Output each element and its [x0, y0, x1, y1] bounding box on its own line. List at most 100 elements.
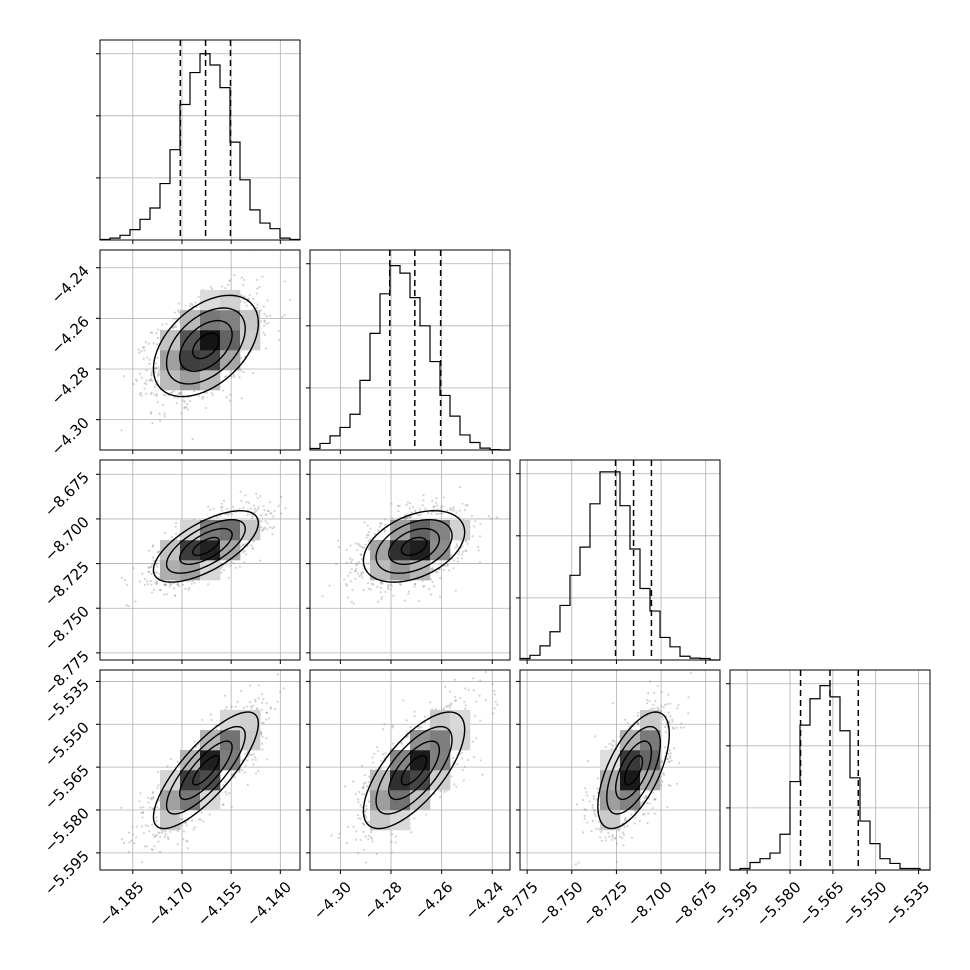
scatter-point — [358, 544, 361, 547]
scatter-point — [244, 543, 247, 546]
density-cell — [180, 560, 201, 581]
scatter-point — [223, 375, 227, 379]
scatter-point — [450, 775, 453, 778]
scatter-point — [239, 356, 243, 359]
scatter-point — [586, 794, 589, 797]
scatter-point — [157, 366, 160, 369]
scatter-point — [669, 784, 672, 787]
scatter-point — [146, 824, 149, 827]
contour-line — [178, 319, 233, 372]
scatter-point — [139, 391, 142, 395]
scatter-point — [423, 584, 426, 588]
scatter-point — [229, 370, 232, 373]
scatter-point — [120, 838, 124, 841]
scatter-point — [266, 299, 269, 302]
scatter-point — [255, 492, 258, 495]
scatter-point — [265, 711, 269, 714]
scatter-point — [460, 557, 463, 560]
scatter-point — [592, 797, 596, 800]
scatter-point — [222, 803, 225, 806]
scatter-point — [148, 379, 151, 382]
scatter-point — [461, 768, 465, 772]
scatter-point — [267, 322, 270, 325]
scatter-point — [255, 278, 258, 281]
scatter-point — [370, 837, 373, 840]
scatter-point — [155, 392, 158, 396]
scatter-point — [181, 817, 184, 821]
scatter-point — [459, 485, 462, 489]
scatter-point — [409, 726, 412, 729]
contour-line — [388, 527, 441, 565]
scatter-point — [188, 579, 191, 583]
scatter-point — [208, 813, 211, 816]
scatter-point — [642, 799, 645, 803]
contour-line — [178, 527, 233, 565]
scatter-point — [158, 572, 161, 576]
scatter-point — [169, 757, 172, 761]
scatter-point — [146, 583, 150, 586]
scatter-point — [143, 387, 146, 390]
scatter-point — [678, 762, 681, 765]
scatter-point — [345, 841, 348, 845]
scatter-point — [163, 835, 166, 839]
scatter-point — [613, 740, 616, 743]
scatter-point — [581, 831, 585, 834]
scatter-point — [669, 702, 672, 705]
scatter-point — [660, 709, 663, 713]
scatter-point — [377, 600, 380, 603]
scatter-point — [207, 583, 210, 586]
scatter-point — [179, 817, 182, 821]
scatter-point — [491, 683, 494, 686]
scatter-point — [166, 836, 170, 839]
scatter-point — [183, 400, 186, 403]
scatter-point — [197, 394, 200, 397]
scatter-point — [156, 562, 159, 565]
scatter-point — [477, 549, 480, 552]
scatter-point — [252, 540, 256, 543]
scatter-point — [598, 836, 602, 839]
scatter-point — [139, 806, 142, 809]
scatter-panel-4-1 — [96, 669, 301, 874]
scatter-point — [636, 714, 639, 717]
scatter-point — [591, 819, 594, 822]
scatter-point — [201, 718, 204, 721]
scatter-point — [608, 835, 611, 838]
scatter-point — [611, 838, 614, 841]
scatter-point — [137, 348, 140, 351]
scatter-point — [336, 539, 340, 542]
scatter-point — [357, 851, 360, 854]
scatter-point — [661, 780, 664, 783]
scatter-point — [176, 583, 179, 586]
scatter-point — [429, 578, 433, 581]
scatter-point — [163, 531, 166, 534]
scatter-point — [360, 573, 363, 576]
scatter-point — [611, 702, 614, 705]
scatter-point — [252, 504, 255, 507]
scatter-point — [164, 830, 167, 833]
scatter-point — [406, 517, 410, 520]
scatter-point — [192, 828, 195, 831]
density-cell — [160, 790, 181, 811]
scatter-point — [367, 582, 370, 585]
scatter-point — [170, 535, 174, 539]
scatter-point — [408, 516, 412, 519]
scatter-point — [460, 757, 464, 760]
scatter-point — [667, 720, 671, 723]
scatter-point — [637, 711, 640, 714]
scatter-point — [464, 704, 467, 707]
scatter-point — [151, 544, 155, 547]
scatter-point — [666, 702, 669, 706]
scatter-point — [584, 787, 587, 790]
contour-line — [615, 740, 653, 801]
scatter-point — [148, 362, 151, 365]
scatter-point — [669, 715, 672, 718]
scatter-point — [255, 292, 258, 295]
scatter-point — [151, 331, 154, 334]
scatter-point — [224, 375, 228, 378]
scatter-point — [189, 302, 192, 305]
scatter-point — [197, 818, 201, 821]
scatter-point — [359, 838, 362, 842]
scatter-point — [146, 796, 150, 800]
scatter-point — [418, 599, 421, 603]
scatter-point — [357, 798, 360, 801]
